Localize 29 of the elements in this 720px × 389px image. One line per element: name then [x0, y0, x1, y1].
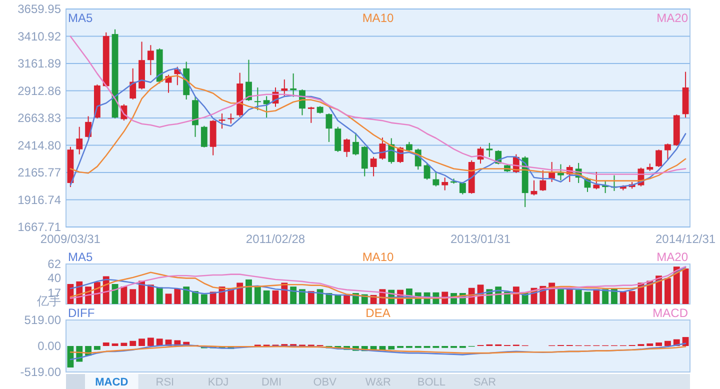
y-axis-title: 亿手 — [36, 294, 61, 308]
series-label: MA5 — [68, 250, 93, 264]
y-tick-label: 3161.89 — [18, 56, 62, 70]
y-tick-label: 2165.77 — [18, 166, 62, 180]
y-tick-label: 62 — [48, 257, 62, 271]
y-tick-label: 2663.83 — [18, 111, 62, 125]
y-tick-label: 2912.86 — [18, 84, 62, 98]
series-label: MA20 — [656, 250, 688, 264]
y-tick-label: 0.00 — [38, 339, 62, 353]
series-label: MACD — [652, 306, 688, 320]
y-tick-label: -519.00 — [20, 365, 62, 379]
x-tick-label: 2014/12/31 — [656, 232, 716, 246]
y-tick-label: 519.00 — [24, 313, 62, 327]
text: MA10 — [362, 11, 394, 25]
x-tick-label: 2013/01/31 — [450, 232, 511, 246]
y-tick-label: 1667.71 — [18, 220, 62, 234]
y-tick-label: 40 — [48, 271, 62, 286]
text: MA10 — [362, 250, 394, 264]
x-tick-label: 2009/03/31 — [40, 232, 101, 246]
text: MA20 — [656, 11, 688, 25]
y-tick-label: 3410.92 — [18, 29, 62, 44]
text: MACD — [95, 376, 128, 388]
text: DIFF — [68, 306, 95, 320]
text: MA5 — [68, 11, 93, 25]
text: DEA — [366, 306, 390, 320]
y-tick-label: 2414.80 — [18, 138, 62, 152]
y-tick-label: 3659.95 — [18, 2, 62, 16]
y-tick-label: 1916.74 — [18, 192, 62, 207]
x-tick-label: 2011/02/28 — [246, 232, 306, 246]
